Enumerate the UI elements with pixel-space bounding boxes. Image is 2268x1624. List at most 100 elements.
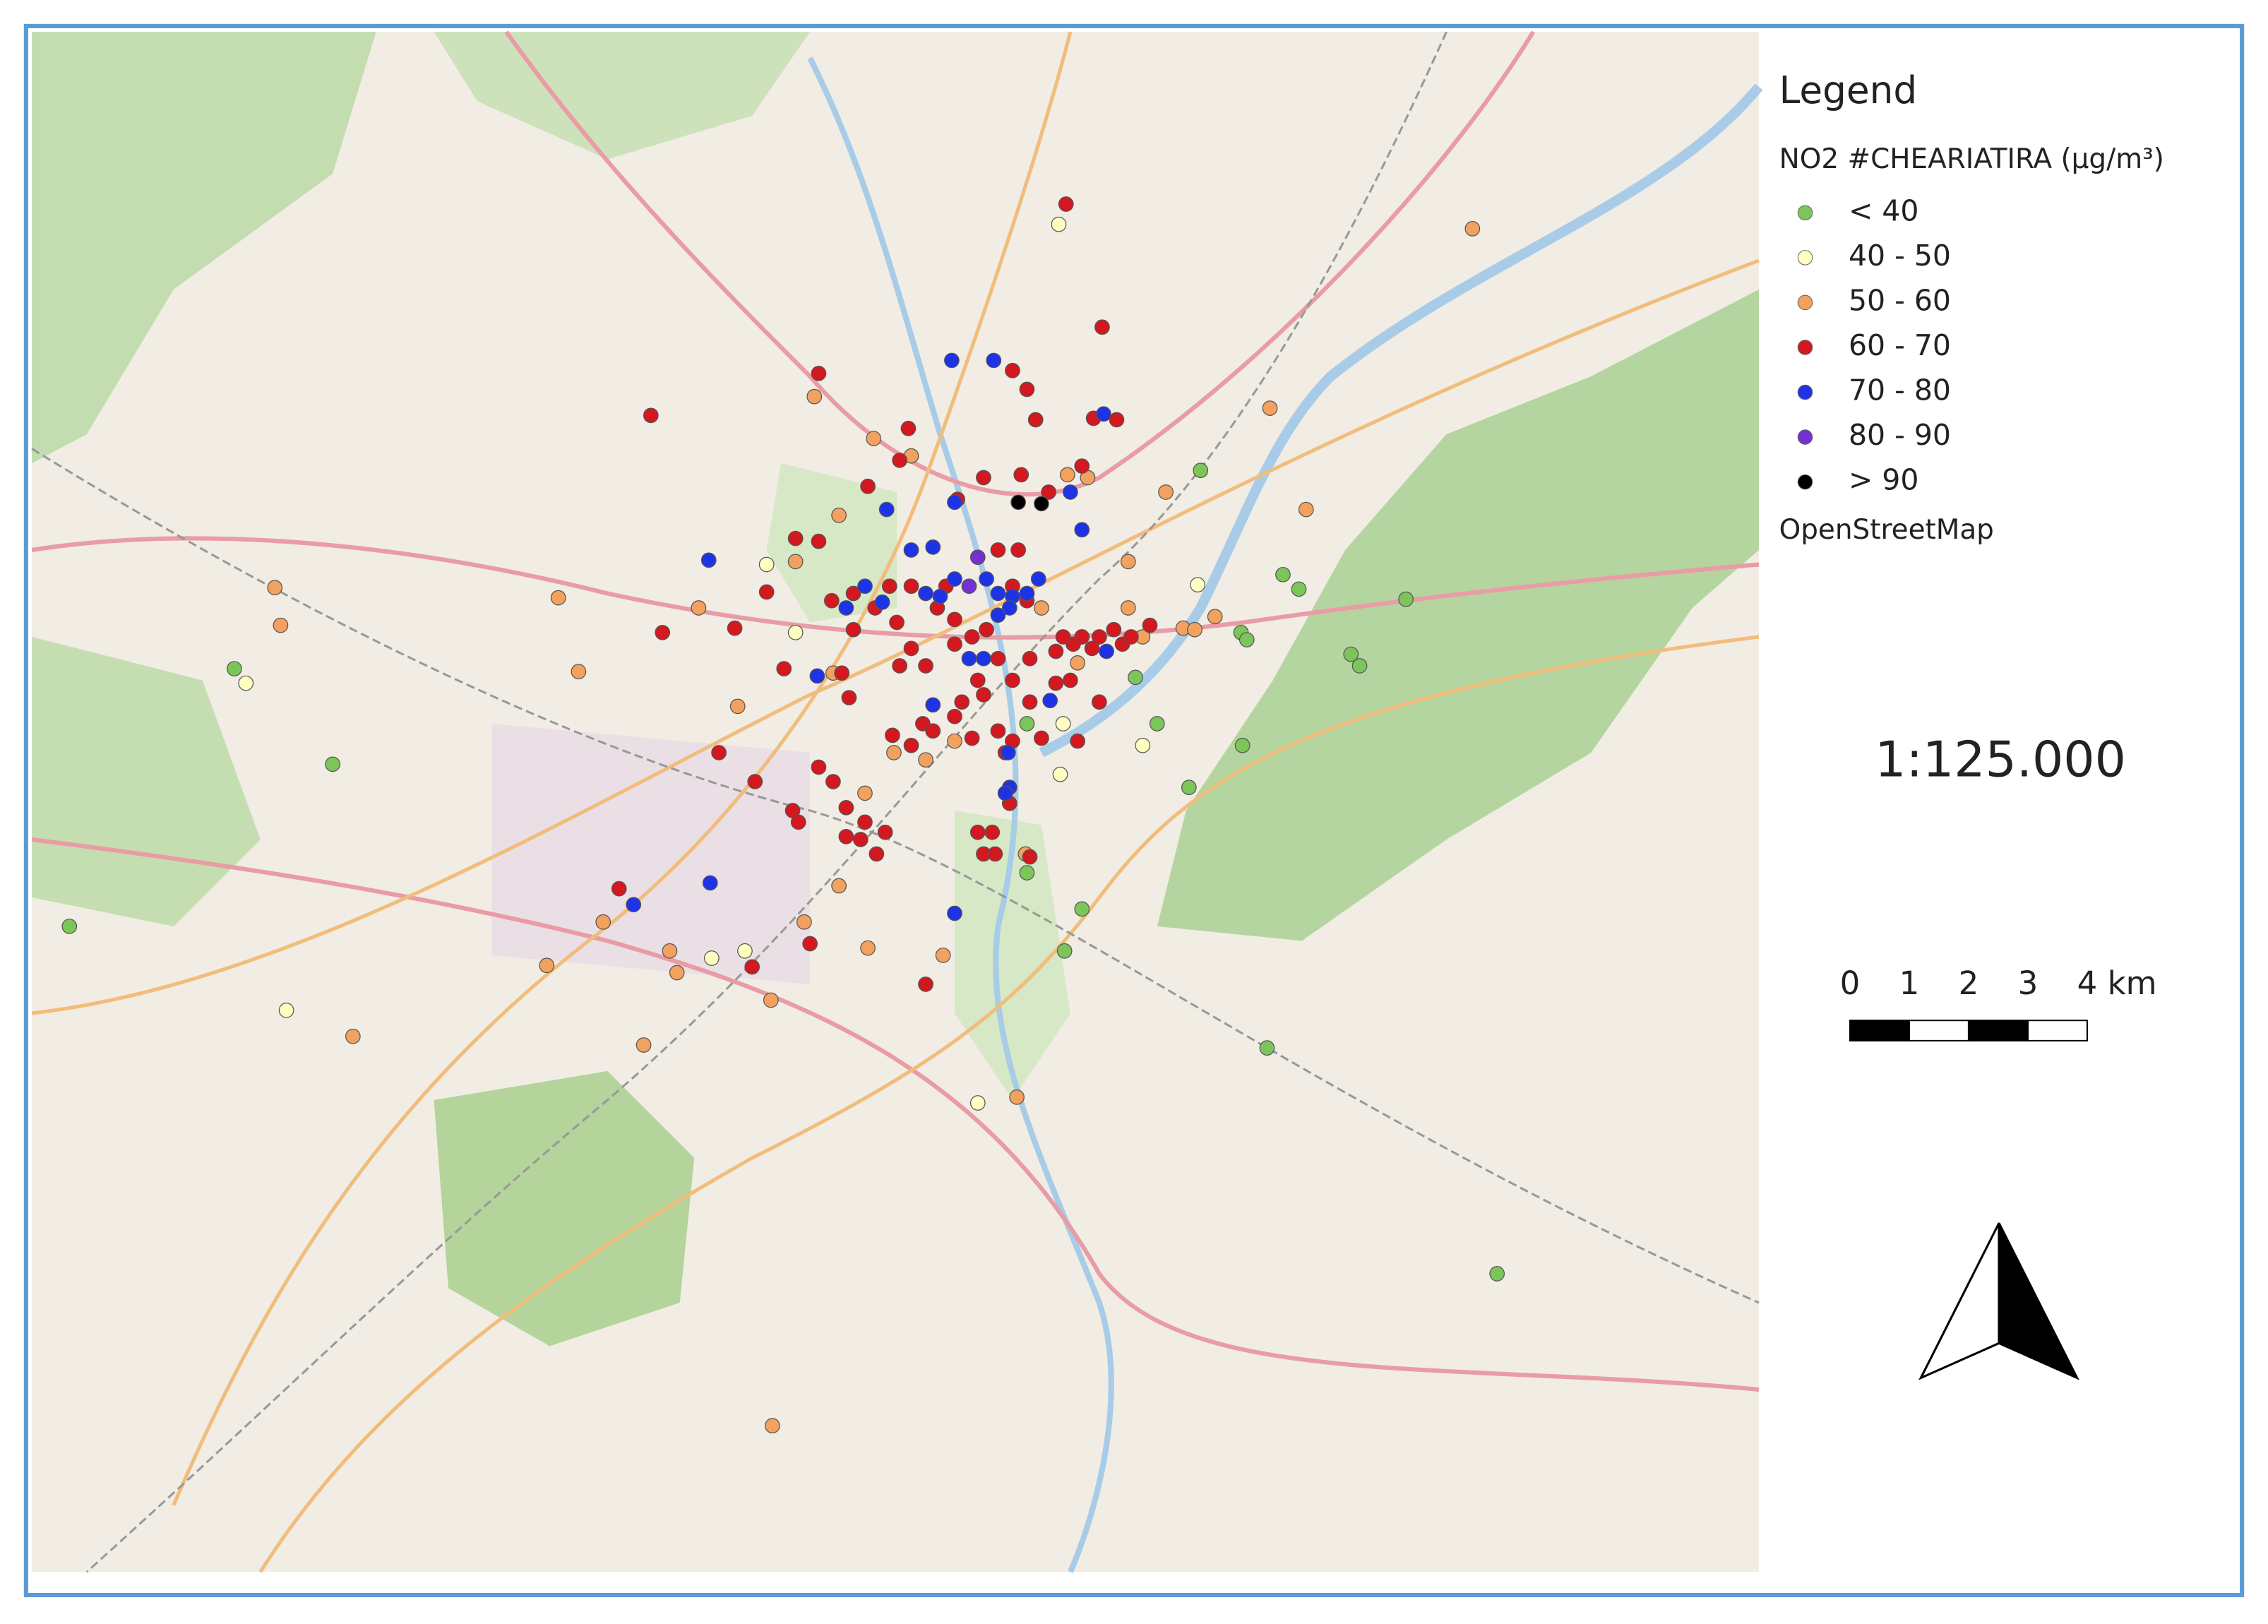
station-point [857, 785, 873, 801]
station-point [841, 690, 857, 705]
station-point [1005, 672, 1020, 688]
station-point [1291, 581, 1307, 597]
station-point [932, 588, 948, 604]
station-point [831, 507, 847, 523]
station-point [1041, 484, 1056, 500]
station-point [744, 959, 760, 975]
station-point [747, 774, 763, 789]
station-point [1074, 629, 1090, 645]
station-point [273, 617, 289, 633]
station-point [611, 880, 627, 897]
station-point [1005, 362, 1020, 378]
station-point [935, 948, 951, 963]
station-point [845, 585, 861, 602]
station-point [976, 687, 991, 703]
station-point [758, 556, 775, 573]
station-point [947, 494, 962, 511]
station-point [892, 453, 908, 468]
station-point [885, 727, 900, 744]
scale-bar-label: 2 [1959, 965, 1979, 1002]
station-point [1464, 221, 1481, 237]
station-point [969, 824, 986, 840]
station-point [947, 611, 962, 628]
station-point [539, 957, 555, 974]
legend-label: 70 - 80 [1849, 374, 1951, 407]
legend-label: > 90 [1849, 463, 1918, 497]
station-point [824, 592, 840, 609]
railway [85, 31, 1448, 1573]
station-point [1059, 467, 1075, 483]
forest [32, 636, 261, 926]
station-point [1181, 780, 1197, 796]
station-point [838, 600, 854, 616]
station-point [925, 723, 941, 739]
basemap [31, 30, 1763, 1573]
north-arrow [1998, 1222, 2079, 1380]
station-point [655, 624, 671, 640]
station-point [1019, 865, 1035, 880]
station-point [595, 914, 611, 930]
station-point [809, 668, 825, 684]
park [954, 810, 1070, 1100]
station-point [1022, 694, 1038, 710]
station-point [1034, 730, 1049, 746]
station-point [1099, 643, 1114, 659]
station-point [1109, 412, 1125, 428]
legend-label: 80 - 90 [1849, 418, 1951, 452]
station-point [947, 733, 962, 749]
park [434, 1070, 695, 1347]
station-point [758, 584, 775, 600]
station-point [918, 585, 933, 602]
station-point [1070, 733, 1085, 749]
station-point [1239, 632, 1255, 647]
station-point [1398, 591, 1414, 607]
station-point [979, 571, 994, 587]
station-point [1048, 675, 1064, 691]
station-point [1052, 766, 1068, 782]
station-point [857, 814, 873, 830]
station-point [990, 650, 1006, 667]
station-point [811, 759, 827, 775]
hills [1157, 289, 1759, 941]
station-point [737, 943, 753, 959]
station-point [964, 730, 980, 746]
station-point [811, 366, 827, 381]
legend-label: < 40 [1849, 193, 1918, 227]
station-point [1055, 716, 1071, 732]
station-point [979, 621, 994, 638]
station-point [1027, 412, 1044, 428]
station-point [1120, 600, 1136, 616]
station-point [1096, 406, 1111, 422]
station-point [1022, 849, 1038, 865]
station-point [1019, 585, 1035, 602]
scale-bar-label: 0 [1840, 965, 1861, 1002]
station-point [1074, 901, 1090, 917]
station-point [825, 774, 841, 789]
legend-title: Legend [1779, 68, 1918, 112]
station-point [796, 914, 812, 930]
station-point [1207, 609, 1223, 625]
station-point [1009, 1089, 1025, 1105]
station-point [238, 675, 254, 691]
station-point [903, 640, 919, 657]
stations [61, 196, 1505, 1434]
station-point [990, 542, 1006, 558]
legend-label: 40 - 50 [1849, 239, 1951, 273]
station-point [1034, 600, 1049, 616]
station-point [1074, 458, 1090, 474]
scale-segment [1967, 1020, 2029, 1041]
station-point [763, 992, 779, 1008]
station-point [857, 578, 873, 595]
station-point [990, 607, 1006, 623]
station-point [1048, 643, 1064, 659]
station-point [1058, 196, 1074, 212]
station-point [802, 936, 818, 952]
station-point [806, 388, 823, 405]
station-point [226, 661, 242, 676]
station-point [1010, 494, 1026, 511]
station-point [729, 698, 746, 715]
station-point [845, 621, 861, 638]
station-point [984, 824, 1001, 840]
railway [31, 448, 1760, 1304]
station-point [874, 594, 890, 610]
